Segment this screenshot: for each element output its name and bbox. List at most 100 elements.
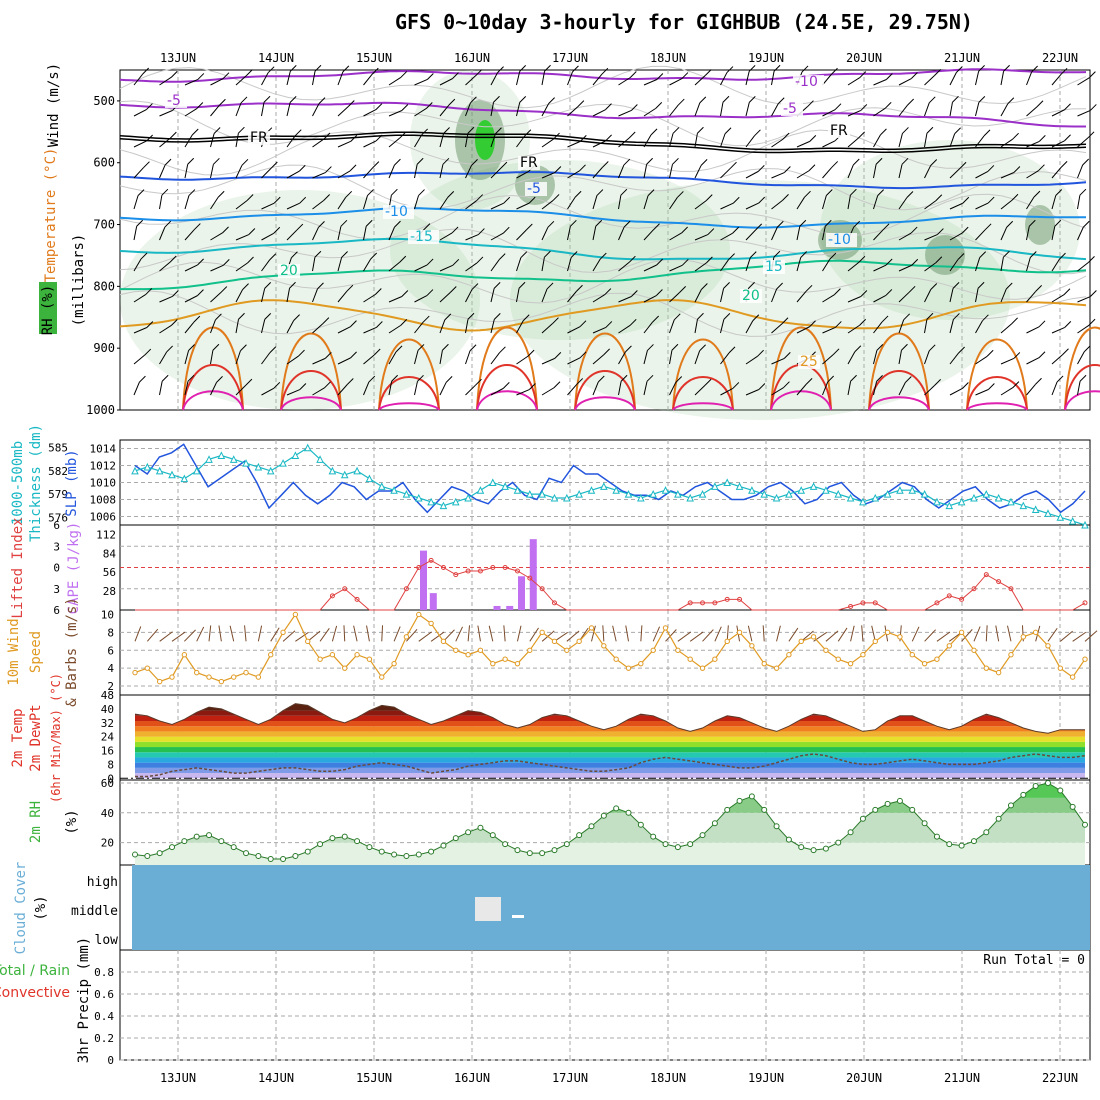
wind-speed-marker [243, 669, 249, 676]
rh-marker [465, 829, 472, 836]
wind-barb [873, 229, 884, 241]
wind-barb-flag [269, 253, 277, 261]
wind-barb [133, 381, 140, 396]
wind-barb [771, 323, 783, 334]
rh-marker [317, 841, 324, 848]
wind-barb-flag [493, 95, 500, 103]
rh-tick-label: 60 [101, 777, 114, 790]
wind-barb-flag [854, 345, 862, 353]
wind-barb [490, 72, 499, 86]
contour-label: -5 [783, 101, 797, 117]
wind-barb [490, 387, 504, 396]
wind-barb [210, 164, 214, 179]
wind-speed-marker [749, 643, 755, 649]
wind-barb-flag [314, 64, 322, 72]
thickness-marker [538, 489, 546, 498]
isotherm-30-loop [672, 338, 734, 411]
wind-barb-flag [467, 312, 475, 320]
wind-barb-flag [391, 188, 398, 196]
wind-barb-flag [623, 220, 631, 228]
wind-barb-10m [270, 627, 280, 642]
wind-barb-flag [776, 282, 783, 290]
isotherm-30-loop [280, 332, 342, 411]
wind-barb-flag [728, 346, 736, 354]
wind-barb-flag [299, 383, 307, 390]
wind-barb [1000, 227, 1008, 241]
wind-barb [312, 172, 326, 179]
wind-barb [796, 196, 805, 210]
rh-legend-swatch [39, 282, 57, 334]
wind-barb-flag [519, 96, 527, 103]
wind-barb-flag [324, 381, 331, 389]
wind-barb [465, 75, 477, 86]
wind-barb-flag [706, 256, 713, 264]
wind-barb-flag [952, 281, 960, 289]
wind-barb-flag [876, 374, 883, 382]
rh-tick-label: 20 [101, 837, 114, 850]
wind-barb-flag [238, 312, 245, 320]
rh-marker [995, 815, 1002, 822]
wind-barb-flag [979, 251, 987, 258]
wind-barb [1051, 140, 1065, 148]
wind-barb-flag [220, 286, 228, 293]
wind-barb [439, 133, 445, 148]
wind-barb [1026, 357, 1040, 365]
wind-barb-flag [1013, 166, 1021, 173]
wind-barb [822, 195, 827, 210]
rh-marker [255, 853, 262, 860]
wind-barb [235, 289, 244, 303]
wind-barb-flag [576, 284, 583, 292]
wind-barb [822, 140, 836, 148]
wind-barb-flag [553, 381, 561, 389]
wind-barb-flag [552, 194, 560, 201]
wind-speed-marker [428, 620, 434, 627]
wind-barb-flag [1011, 193, 1019, 201]
wind-barb-flag [293, 314, 300, 322]
wind-barb-flag [502, 226, 510, 234]
contour-label-bg [518, 156, 540, 170]
bottom-day-label: 20JUN [846, 1071, 882, 1085]
wind-barb [898, 104, 909, 117]
wind-barb-flag [395, 345, 403, 353]
wind-barb [771, 138, 784, 148]
rh-marker [489, 832, 496, 839]
wind-barb [210, 197, 219, 210]
wind-barb [465, 384, 476, 396]
thickness-marker [291, 451, 300, 459]
wind-speed-marker [551, 638, 558, 645]
isotherm-40-loop [476, 390, 538, 411]
wind-barb [235, 75, 247, 86]
wind-barb-flag [825, 189, 833, 196]
lifted-axis-label: Lifted Index [10, 517, 26, 618]
wind-barb [720, 352, 730, 365]
wind-barb-flag [469, 344, 477, 352]
temp-tick-label: 48 [101, 689, 114, 702]
wind-barb [312, 103, 320, 117]
thickness-marker [254, 462, 263, 471]
wind-barb [745, 135, 755, 148]
wind-barb [516, 257, 522, 272]
wind-speed-marker [921, 660, 928, 667]
wind-barb-flag [548, 97, 555, 105]
wind-barb [465, 133, 469, 148]
wind-barb-flag [732, 196, 740, 204]
wind-barb [159, 76, 172, 86]
thickness-marker [1019, 501, 1028, 510]
wind-barb [159, 261, 171, 272]
wind-barb-flag [697, 126, 704, 134]
wind-speed-marker [268, 652, 274, 658]
wind-barb-flag [524, 129, 532, 137]
wind-barb [745, 170, 759, 179]
wind-barb-flag [824, 219, 832, 227]
wind-barb [1051, 326, 1066, 334]
run-total-label: Run Total = 0 [983, 953, 1085, 968]
wind-barb-flag [681, 72, 689, 79]
wind-barb-flag [728, 253, 735, 260]
wind-barb-flag [324, 352, 332, 359]
contour-label: 20 [280, 263, 298, 279]
wind-barb-10m [381, 625, 384, 642]
wind-barb-flag [576, 378, 584, 385]
wind-barb-flag [681, 258, 689, 266]
bottom-day-label: 15JUN [356, 1071, 392, 1085]
precip-convective-label: Convective [0, 985, 70, 1001]
